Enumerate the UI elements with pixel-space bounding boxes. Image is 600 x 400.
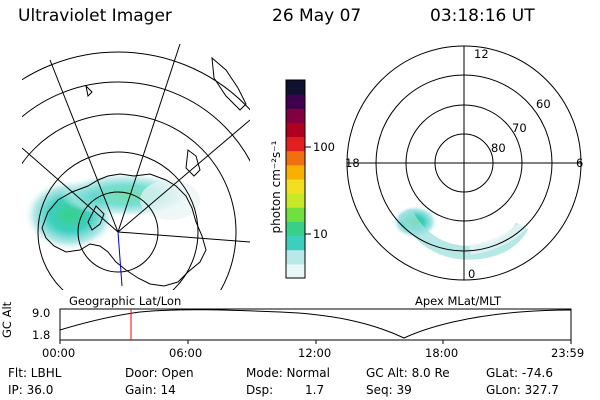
mlt-label-6: 6 [576,156,584,170]
instrument-title: Ultraviolet Imager [18,6,172,26]
time-tick-0600: 06:00 [169,346,203,360]
dsp-label: Dsp: [246,383,274,397]
south-america-coastline [211,56,247,111]
colorbar-cell [286,179,305,194]
seq-info: Seq: 39 [366,383,412,397]
altitude-plot-frame [59,308,572,341]
colorbar-cell [286,263,305,279]
altitude-curve [59,309,572,339]
colorbar-cell [286,122,305,138]
filter-info: Flt: LBHL [8,366,62,380]
colorbar-cell [286,94,305,109]
date-label: 26 May 07 [272,6,362,26]
mlat-label-70: 70 [512,121,527,135]
glon-info: GLon: 327.7 [486,383,559,397]
glat-info: GLat: -74.6 [486,366,553,380]
mlt-label-12: 12 [474,47,489,61]
mlat-label-60: 60 [536,97,551,111]
door-info: Door: Open [125,366,194,380]
ip-info: IP: 36.0 [8,383,54,397]
dsp-value: 1.7 [305,383,325,397]
colorbar-cell [286,164,305,180]
colorbar-cell [286,193,305,208]
colorbar-cell [286,249,305,265]
time-tick-1800: 18:00 [425,346,459,360]
aurora-emission-left-faint [140,180,200,220]
altitude-tick-9: 9.0 [32,306,51,320]
colorbar-cell [286,150,305,166]
ground-track-line [117,231,123,287]
time-tick-2359: 23:59 [551,346,585,360]
time-tick-1200: 12:00 [298,346,332,360]
altitude-tick-1_8: 1.8 [32,328,51,342]
colorbar-cell [286,80,305,95]
mlt-label-0: 0 [468,267,476,281]
colorbar-cell [286,221,305,237]
colorbar-cell [286,136,305,152]
colorbar-cell [286,235,305,251]
mode-info: Mode: Normal [246,366,330,380]
gc-alt-info: GC Alt: 8.0 Re [366,366,450,380]
geographic-grid [22,44,250,290]
antarctica-coastline [41,173,207,287]
mlt-label-18: 18 [345,156,360,170]
left-panel-caption: Geographic Lat/Lon [69,294,182,308]
right-panel-caption: Apex MLat/MLT [415,294,502,308]
colorbar-cell [286,207,305,222]
time-tick-0000: 00:00 [42,346,76,360]
altitude-axis-label: GC Alt [0,301,14,338]
time-label: 03:18:16 UT [430,6,535,26]
colorbar-tick-10: 10 [313,227,328,241]
colorbar-tick-100: 100 [313,140,335,154]
gain-info: Gain: 14 [125,383,176,397]
mlat-label-80: 80 [491,141,506,155]
colorbar-cell [286,108,305,123]
